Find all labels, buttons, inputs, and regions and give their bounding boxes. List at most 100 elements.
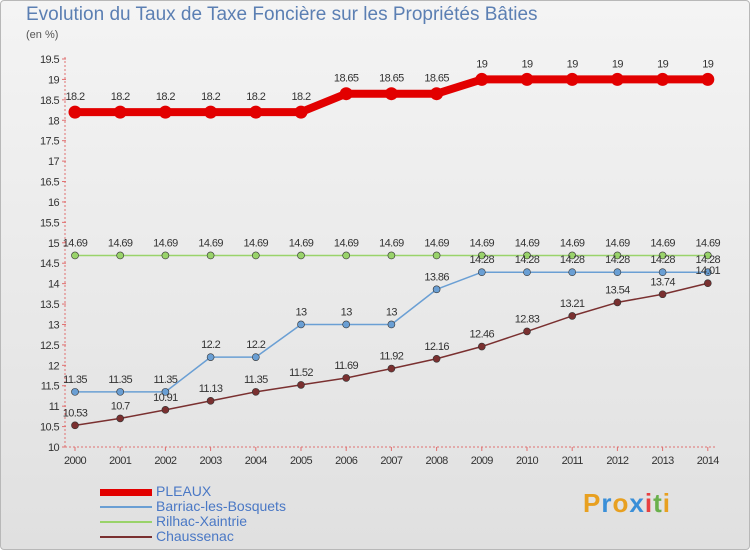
data-label-chaussenac: 12.16 — [424, 341, 449, 353]
x-tick-label: 2010 — [516, 455, 539, 467]
data-point-pleaux — [158, 105, 172, 119]
data-point-pleaux — [430, 87, 444, 101]
data-point-barriac — [206, 353, 215, 361]
data-point-pleaux — [204, 105, 218, 119]
data-label-chaussenac: 10.53 — [63, 407, 88, 419]
legend-label: Barriac-les-Bosquets — [156, 498, 286, 514]
y-tick-label: 13.5 — [40, 299, 59, 311]
legend-swatch — [100, 489, 152, 496]
legend-label: Chaussenac — [156, 528, 234, 544]
data-label-rilhac: 14.69 — [560, 237, 585, 249]
data-point-chaussenac — [297, 381, 305, 389]
logo-letter: t — [653, 488, 663, 518]
data-label-chaussenac: 13.54 — [605, 284, 630, 296]
y-tick-label: 19.5 — [40, 54, 59, 66]
data-point-barriac — [658, 268, 667, 276]
data-point-chaussenac — [342, 374, 351, 382]
data-point-barriac — [387, 320, 396, 329]
data-label-pleaux: 19 — [702, 58, 714, 70]
y-tick-label: 12.5 — [40, 340, 59, 352]
logo-letter: x — [629, 488, 645, 518]
y-tick-label: 18.5 — [40, 95, 59, 107]
data-point-chaussenac — [432, 354, 441, 363]
y-tick-label: 12 — [48, 360, 60, 372]
y-tick-label: 11 — [49, 401, 60, 413]
data-point-pleaux — [294, 105, 308, 119]
data-label-barriac: 13 — [386, 306, 398, 318]
data-point-rilhac — [703, 251, 712, 260]
data-point-barriac — [252, 353, 260, 361]
data-point-pleaux — [520, 72, 534, 86]
data-point-barriac — [523, 268, 531, 276]
y-tick-label: 17 — [48, 156, 60, 168]
data-point-barriac — [116, 388, 124, 396]
y-tick-label: 18 — [48, 115, 60, 127]
data-point-pleaux — [565, 72, 579, 86]
legend-swatch — [100, 536, 152, 538]
data-point-rilhac — [252, 251, 260, 260]
chart-title: Evolution du Taux de Taxe Foncière sur l… — [26, 4, 538, 25]
legend-item-barriac: Barriac-les-Bosquets — [100, 498, 420, 514]
y-tick-label: 15 — [48, 238, 60, 250]
y-tick-label: 17.5 — [40, 136, 59, 148]
data-point-rilhac — [71, 251, 79, 260]
logo-letter: r — [601, 488, 613, 518]
data-label-barriac: 11.35 — [154, 374, 178, 386]
proxiti-logo: Proxiti — [583, 488, 671, 519]
y-tick-label: 15.5 — [40, 217, 59, 229]
y-tick-label: 10.5 — [40, 422, 59, 434]
data-point-chaussenac — [206, 397, 215, 405]
data-point-barriac — [703, 268, 712, 276]
data-label-rilhac: 14.69 — [289, 237, 314, 249]
logo-letter: i — [644, 488, 654, 518]
data-point-pleaux — [384, 87, 398, 101]
x-tick-label: 2014 — [697, 455, 720, 467]
data-label-rilhac: 14.69 — [515, 237, 540, 249]
data-label-barriac: 14.28 — [696, 254, 721, 266]
data-label-chaussenac: 12.46 — [470, 329, 495, 341]
data-label-chaussenac: 14.01 — [696, 265, 721, 277]
data-label-rilhac: 14.69 — [108, 237, 133, 249]
data-point-chaussenac — [252, 388, 260, 396]
data-label-rilhac: 14.69 — [379, 237, 404, 249]
data-point-pleaux — [656, 72, 670, 86]
data-point-chaussenac — [658, 290, 667, 299]
x-tick-label: 2006 — [335, 455, 358, 467]
data-point-rilhac — [161, 251, 170, 260]
legend-label: PLEAUX — [156, 483, 212, 499]
data-label-pleaux: 18.2 — [246, 91, 265, 103]
data-point-rilhac — [387, 251, 396, 260]
data-point-barriac — [297, 320, 305, 329]
data-label-barriac: 14.28 — [470, 254, 495, 266]
chart-unit: (en %) — [26, 29, 59, 41]
data-point-chaussenac — [523, 327, 531, 336]
legend-item-chaussenac: Chaussenac — [100, 528, 420, 544]
legend-swatch — [100, 521, 152, 523]
data-label-chaussenac: 13.21 — [560, 298, 585, 310]
data-point-rilhac — [613, 251, 622, 260]
data-point-rilhac — [297, 251, 305, 260]
data-label-rilhac: 14.69 — [244, 237, 269, 249]
data-label-chaussenac: 12.83 — [515, 313, 540, 325]
data-point-barriac — [568, 268, 577, 276]
data-label-chaussenac: 11.35 — [244, 374, 268, 386]
y-tick-label: 14 — [48, 279, 60, 291]
data-point-barriac — [613, 268, 622, 276]
data-label-rilhac: 14.69 — [424, 237, 449, 249]
x-tick-label: 2004 — [245, 455, 268, 467]
x-tick-label: 2003 — [200, 455, 223, 467]
data-point-pleaux — [701, 72, 715, 86]
data-label-rilhac: 14.69 — [334, 237, 359, 249]
data-point-pleaux — [610, 72, 624, 86]
data-label-chaussenac: 13.74 — [650, 276, 675, 288]
data-label-pleaux: 18.65 — [379, 73, 404, 85]
data-label-rilhac: 14.69 — [650, 237, 675, 249]
data-label-pleaux: 18.65 — [334, 73, 359, 85]
y-tick-label: 16.5 — [40, 177, 59, 189]
y-tick-label: 16 — [48, 197, 60, 209]
data-point-chaussenac — [613, 298, 622, 307]
data-point-chaussenac — [568, 312, 577, 320]
x-tick-label: 2000 — [64, 455, 87, 467]
x-tick-label: 2008 — [426, 455, 449, 467]
data-label-rilhac: 14.69 — [696, 237, 721, 249]
